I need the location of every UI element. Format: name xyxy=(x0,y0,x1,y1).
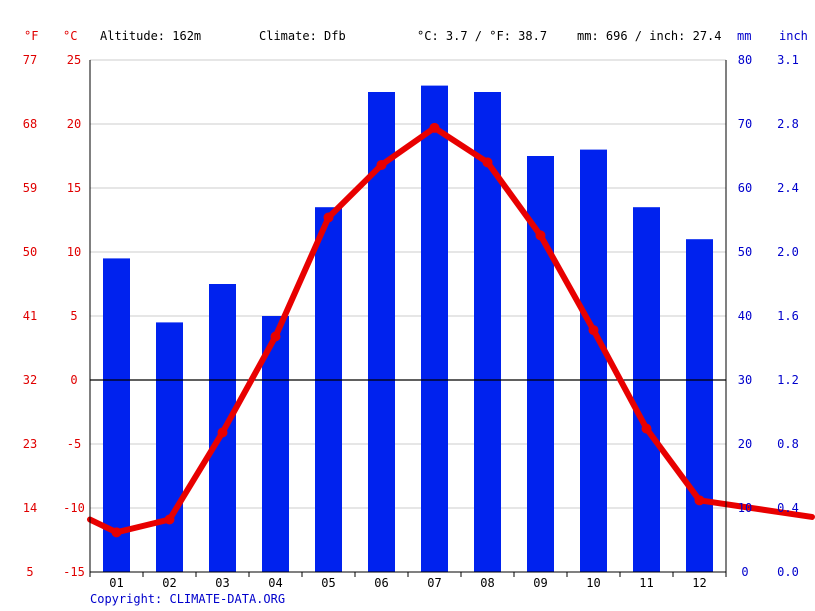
celsius-tick-label: -15 xyxy=(63,565,85,579)
inch-tick-label: 0.4 xyxy=(777,501,799,515)
mm-tick-label: 70 xyxy=(738,117,752,131)
temperature-point-09 xyxy=(535,230,546,241)
temperature-series-line xyxy=(87,124,815,536)
precipitation-bar-11 xyxy=(633,207,660,572)
fahrenheit-tick-label: 68 xyxy=(23,117,37,131)
celsius-tick-label: 15 xyxy=(67,181,81,195)
fahrenheit-tick-label: 5 xyxy=(26,565,33,579)
celsius-tick-label: 0 xyxy=(70,373,77,387)
inch-tick-label: 0.8 xyxy=(777,437,799,451)
month-tick-label: 09 xyxy=(533,576,547,590)
grid-lines xyxy=(90,59,726,573)
mm-tick-label: 10 xyxy=(738,501,752,515)
mm-tick-label: 40 xyxy=(738,309,752,323)
month-tick-label: 07 xyxy=(427,576,441,590)
precipitation-bar-10 xyxy=(580,149,607,572)
altitude-label: Altitude: 162m xyxy=(100,29,202,43)
fahrenheit-tick-label: 14 xyxy=(23,501,37,515)
month-tick-label: 06 xyxy=(374,576,388,590)
month-tick-label: 11 xyxy=(639,576,653,590)
inch-tick-label: 2.0 xyxy=(777,245,799,259)
temperature-point-03 xyxy=(217,427,228,438)
mm-tick-label: 60 xyxy=(738,181,752,195)
fahrenheit-tick-label: 23 xyxy=(23,437,37,451)
temperature-point-01 xyxy=(111,527,122,538)
celsius-tick-label: -10 xyxy=(63,501,85,515)
fahrenheit-tick-label: 59 xyxy=(23,181,37,195)
inch-tick-label: 1.2 xyxy=(777,373,799,387)
copyright-link[interactable]: Copyright: CLIMATE-DATA.ORG xyxy=(90,592,286,606)
month-tick-label: 05 xyxy=(321,576,335,590)
precipitation-total-label: mm: 696 / inch: 27.4 xyxy=(577,29,722,43)
month-tick-label: 12 xyxy=(692,576,706,590)
mm-tick-label: 20 xyxy=(738,437,752,451)
fahrenheit-tick-label: 41 xyxy=(23,309,37,323)
inch-tick-label: 0.0 xyxy=(777,565,799,579)
mm-unit-label: mm xyxy=(737,29,752,43)
fahrenheit-unit-label: °F xyxy=(24,29,39,43)
precipitation-bars xyxy=(103,85,713,572)
celsius-tick-label: 5 xyxy=(70,309,77,323)
temperature-point-08 xyxy=(482,157,493,168)
celsius-tick-label: 25 xyxy=(67,53,81,67)
temperature-point-10 xyxy=(588,325,599,336)
fahrenheit-tick-label: 32 xyxy=(23,373,37,387)
inch-tick-label: 3.1 xyxy=(777,53,799,67)
mm-tick-label: 50 xyxy=(738,245,752,259)
precipitation-bar-02 xyxy=(156,322,183,572)
month-tick-label: 04 xyxy=(268,576,282,590)
celsius-unit-label: °C xyxy=(63,29,78,43)
axes xyxy=(89,60,727,577)
tick-labels: -15 5 -10 14 -5 23 0 32 5 41 10 50 15 59 20 68 25 77 0 0.0 1… xyxy=(23,53,799,590)
celsius-tick-label: 20 xyxy=(67,117,81,131)
temperature-point-07 xyxy=(429,122,440,133)
month-tick-label: 10 xyxy=(586,576,600,590)
average-temperature-label: °C: 3.7 / °F: 38.7 xyxy=(417,29,548,43)
inch-tick-label: 2.8 xyxy=(777,117,799,131)
inch-tick-label: 2.4 xyxy=(777,181,799,195)
temperature-point-04 xyxy=(270,331,281,342)
mm-tick-label: 0 xyxy=(741,565,748,579)
month-tick-label: 01 xyxy=(109,576,123,590)
temperature-point-12 xyxy=(694,495,705,506)
temperature-point-02 xyxy=(164,514,175,525)
fahrenheit-tick-label: 50 xyxy=(23,245,37,259)
precipitation-bar-07 xyxy=(421,85,448,572)
celsius-tick-label: -5 xyxy=(67,437,81,451)
climate-label: Climate: Dfb xyxy=(259,29,346,43)
month-tick-label: 03 xyxy=(215,576,229,590)
temperature-point-06 xyxy=(376,159,387,170)
month-tick-label: 08 xyxy=(480,576,494,590)
precipitation-bar-01 xyxy=(103,258,130,572)
precipitation-bar-12 xyxy=(686,239,713,572)
celsius-tick-label: 10 xyxy=(67,245,81,259)
temperature-line xyxy=(87,122,815,538)
mm-tick-label: 30 xyxy=(738,373,752,387)
temperature-point-11 xyxy=(641,423,652,434)
precipitation-bar-05 xyxy=(315,207,342,572)
mm-tick-label: 80 xyxy=(738,53,752,67)
month-tick-label: 02 xyxy=(162,576,176,590)
fahrenheit-tick-label: 77 xyxy=(23,53,37,67)
inch-unit-label: inch xyxy=(779,29,808,43)
inch-tick-label: 1.6 xyxy=(777,309,799,323)
temperature-point-05 xyxy=(323,212,334,223)
